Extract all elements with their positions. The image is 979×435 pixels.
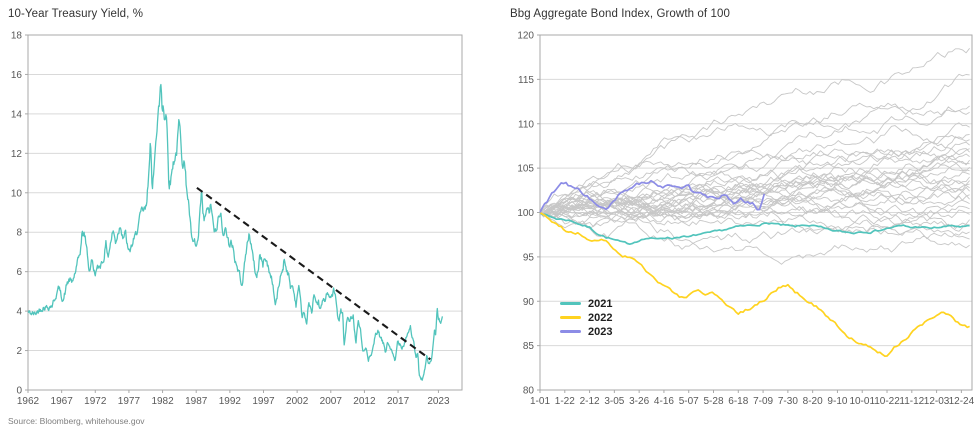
x-tick-label: 11-12 <box>899 396 924 407</box>
year-line-2022 <box>539 211 970 357</box>
y-tick-label: 18 <box>11 31 23 42</box>
legend-swatch-2023-icon <box>560 330 581 333</box>
gray-year-line <box>539 73 970 213</box>
x-tick-label: 1-22 <box>555 396 575 407</box>
x-tick-label: 1977 <box>118 396 141 407</box>
x-tick-label: 12-03 <box>924 396 950 407</box>
x-tick-label: 6-18 <box>728 396 748 407</box>
x-tick-label: 3-05 <box>604 396 624 407</box>
y-tick-label: 100 <box>517 208 534 219</box>
x-tick-label: 2017 <box>387 396 410 407</box>
legend-item-2023: 2023 <box>560 325 613 338</box>
x-tick-label: 7-30 <box>778 396 798 407</box>
x-tick-label: 5-28 <box>704 396 724 407</box>
x-tick-label: 9-10 <box>827 396 847 407</box>
y-tick-label: 2 <box>16 346 22 357</box>
y-tick-label: 0 <box>16 386 22 397</box>
y-tick-label: 8 <box>16 228 22 239</box>
gray-year-line <box>539 133 970 219</box>
gray-year-line <box>539 102 970 213</box>
right-chart: 80 85 90 95 100 105 110 115 120 1-01 1-22 2-12 3-05 3… <box>517 31 974 408</box>
x-tick-label: 7-09 <box>753 396 773 407</box>
y-tick-label: 105 <box>517 164 534 175</box>
x-tick-label: 12-24 <box>949 396 975 407</box>
legend-swatch-2022-icon <box>560 316 581 319</box>
gray-year-line <box>539 183 970 223</box>
x-tick-label: 2002 <box>286 396 309 407</box>
y-tick-label: 85 <box>523 341 535 352</box>
y-tick-label: 90 <box>523 297 535 308</box>
x-tick-label: 1962 <box>17 396 40 407</box>
x-tick-label: 10-01 <box>849 396 875 407</box>
x-tick-label: 1982 <box>151 396 174 407</box>
source-note: Source: Bloomberg, whitehouse.gov <box>8 416 145 426</box>
year-line-2023 <box>539 179 766 213</box>
x-tick-label: 2-12 <box>580 396 600 407</box>
plot-border <box>27 34 463 391</box>
y-tick-label: 95 <box>523 252 535 263</box>
gray-year-line <box>539 186 970 240</box>
y-tick-label: 12 <box>11 149 23 160</box>
trendline-dashed <box>196 186 432 361</box>
y-tick-label: 14 <box>11 109 23 120</box>
legend-item-2021: 2021 <box>560 297 613 310</box>
y-tick-label: 80 <box>523 386 535 397</box>
gray-year-line <box>539 205 970 250</box>
left-chart: 0 2 4 6 8 10 12 14 16 18 1962 1967 1972 1977 1982 1987 1… <box>11 31 463 407</box>
legend-label-2022: 2022 <box>588 311 613 324</box>
gray-year-line <box>539 106 970 214</box>
gray-year-line <box>539 148 970 217</box>
x-tick-label: 5-07 <box>679 396 699 407</box>
x-tick-label: 1967 <box>51 396 74 407</box>
x-tick-label: 10-22 <box>874 396 900 407</box>
x-tick-label: 4-16 <box>654 396 674 407</box>
treasury-yield-line <box>27 83 444 381</box>
y-tick-label: 10 <box>11 188 23 199</box>
x-tick-label: 2007 <box>320 396 343 407</box>
legend-item-2022: 2022 <box>560 311 613 324</box>
gray-year-line <box>539 200 970 236</box>
gray-year-line <box>539 165 970 239</box>
x-tick-label: 1-01 <box>530 396 550 407</box>
legend-label-2023: 2023 <box>588 325 613 338</box>
y-tick-label: 16 <box>11 70 23 81</box>
x-tick-label: 1972 <box>84 396 107 407</box>
legend-label-2021: 2021 <box>588 297 613 310</box>
x-tick-label: 8-20 <box>803 396 823 407</box>
x-tick-label: 3-26 <box>629 396 649 407</box>
legend: 2021 2022 2023 <box>560 297 613 338</box>
year-line-2021 <box>539 211 970 246</box>
gray-year-line <box>539 204 970 265</box>
gray-year-line <box>539 161 970 225</box>
x-tick-label: 2023 <box>427 396 450 407</box>
x-tick-label: 2012 <box>353 396 376 407</box>
y-tick-label: 4 <box>16 307 22 318</box>
x-tick-label: 1997 <box>252 396 275 407</box>
left-chart-title: 10-Year Treasury Yield, % <box>8 8 144 20</box>
y-tick-label: 120 <box>517 31 534 42</box>
x-tick-label: 1992 <box>219 396 242 407</box>
y-tick-label: 6 <box>16 267 22 278</box>
y-tick-label: 110 <box>518 119 534 130</box>
x-tick-label: 1987 <box>185 396 208 407</box>
legend-swatch-2021-icon <box>560 302 581 305</box>
y-tick-label: 115 <box>518 75 534 86</box>
right-chart-title: Bbg Aggregate Bond Index, Growth of 100 <box>510 8 730 20</box>
